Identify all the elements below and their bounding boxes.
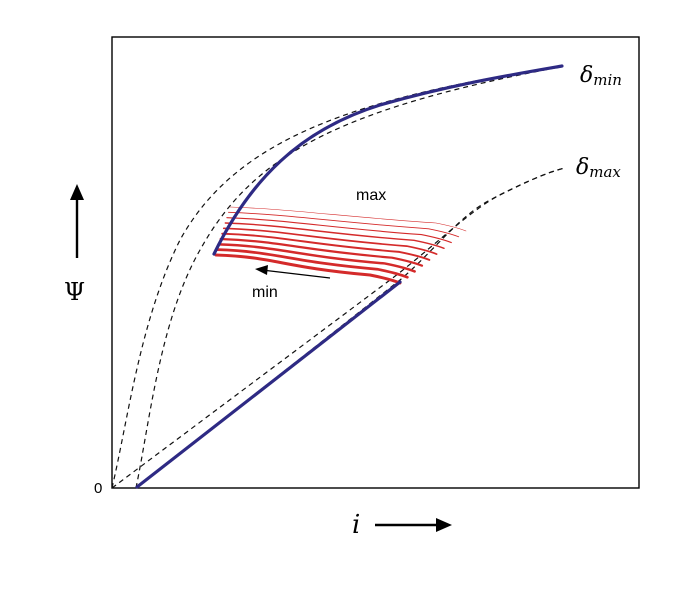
dashed-curve-upper-outer <box>111 66 561 489</box>
red-loop-4 <box>219 237 424 267</box>
red-loop-1 <box>214 253 402 285</box>
blue-curve-delta-max <box>135 280 402 489</box>
red-loop-8 <box>226 217 452 244</box>
y-axis-label: Ψ <box>64 278 85 306</box>
blue-curves <box>135 64 564 489</box>
delta-min-label: δmin <box>580 63 622 89</box>
red-loop-10 <box>229 206 467 232</box>
origin-label: 0 <box>94 480 102 497</box>
red-loop-2 <box>216 248 409 279</box>
x-axis-label: i <box>352 510 360 540</box>
dashed-curve-upper-inner <box>135 66 561 489</box>
y-axis-arrow <box>70 184 84 258</box>
blue-curve-delta-min <box>212 64 564 256</box>
plot-frame <box>111 36 640 489</box>
red-loop-7 <box>224 222 445 250</box>
red-loop-group <box>214 206 467 285</box>
red-loop-9 <box>228 211 460 238</box>
red-loop-6 <box>222 227 438 255</box>
max-annotation: max <box>356 187 386 204</box>
red-loop-3 <box>217 243 416 273</box>
dashed-curve-lower-inner <box>135 167 566 489</box>
min-annotation: min <box>252 284 278 301</box>
dashed-curves <box>111 66 566 489</box>
delta-max-label: δmax <box>576 155 621 181</box>
x-axis-arrow <box>375 518 452 532</box>
red-loop-5 <box>221 232 431 261</box>
min-arrow <box>255 265 331 279</box>
